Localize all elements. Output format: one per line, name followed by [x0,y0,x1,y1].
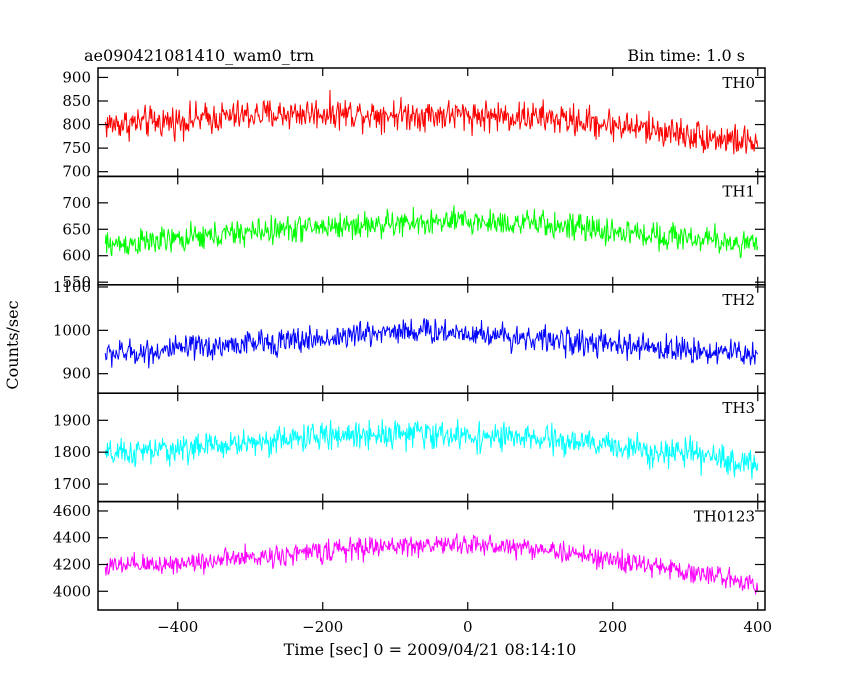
series-line-th1 [104,205,759,259]
y-tick-label: 4000 [53,582,91,600]
panel-frame [97,500,766,611]
panel-th0123: 4000 4200 4400 4600 TH0123 [53,500,766,611]
y-tick-label: 750 [62,139,91,157]
y-tick-label: 650 [62,220,91,238]
series-line-th2 [104,318,759,369]
x-tick-label: 400 [743,618,772,636]
y-tick-label: 900 [62,68,91,86]
y-tick-label: 4400 [53,529,91,547]
panel-label-th0: TH0 [722,74,755,92]
panel-label-th0123: TH0123 [694,508,755,526]
panel-th1: 550 600 650 700 TH1 [62,175,766,291]
y-tick-label: 550 [62,273,91,291]
x-tick-label: −400 [157,618,198,636]
bin-time-label: Bin time: 1.0 s [627,46,745,65]
panel-label-th1: TH1 [722,182,755,200]
panel-frame [97,67,766,178]
x-axis-label: Time [sec] 0 = 2009/04/21 08:14:10 [284,640,577,659]
y-tick-label: 800 [62,116,91,134]
series-line-th0123 [104,533,759,596]
panel-frame [97,175,766,286]
x-tick-label: 0 [463,618,473,636]
panel-label-th3: TH3 [722,399,755,417]
y-tick-label: 1100 [53,278,91,296]
series-line-th3 [104,418,759,480]
y-tick-label: 700 [62,194,91,212]
y-axis-label: Counts/sec [3,300,22,389]
y-tick-label: 1800 [53,443,91,461]
series-line-th0 [104,89,759,155]
y-tick-label: 1900 [53,411,91,429]
panel-th0: 700 750 800 850 900 TH0 [62,67,766,181]
y-tick-label: 4600 [53,502,91,520]
y-tick-label: 4200 [53,555,91,573]
x-tick-label: −200 [302,618,343,636]
y-tick-label: 1700 [53,475,91,493]
y-tick-label: 850 [62,92,91,110]
panel-th3: 1700 1800 1900 TH3 [53,392,766,503]
x-tick-label: 200 [598,618,627,636]
panel-label-th2: TH2 [722,291,755,309]
y-tick-label: 900 [62,365,91,383]
y-tick-label: 1000 [53,321,91,339]
panel-th2: 900 1000 1100 TH2 [53,278,766,394]
y-tick-label: 700 [62,163,91,181]
chart-title: ae090421081410_wam0_trn [84,46,314,65]
y-tick-label: 600 [62,247,91,265]
panels-group: 700 750 800 850 900 TH0 550 600 650 700 TH1 900 1000… [53,67,772,636]
